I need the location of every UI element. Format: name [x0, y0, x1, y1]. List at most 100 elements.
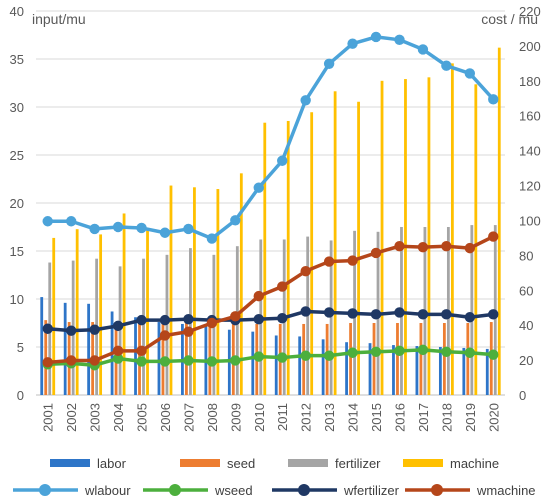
bar-labor: [485, 348, 489, 395]
point-wlabour: [183, 223, 194, 235]
point-wlabour: [441, 60, 452, 71]
right-tick-label: 120: [519, 179, 541, 194]
legend-label-wfertilizer: wfertilizer: [343, 483, 400, 498]
bar-seed: [442, 323, 446, 395]
bar-labor: [462, 347, 466, 395]
bar-machine: [52, 237, 56, 395]
legend-marker-wfertilizer: [298, 484, 310, 496]
left-tick-label: 40: [10, 4, 24, 19]
right-tick-label: 20: [519, 353, 533, 368]
bar-machine: [333, 91, 337, 396]
legend-swatch-labor: [50, 459, 90, 467]
point-wmachine: [370, 247, 382, 259]
bar-machine: [286, 120, 290, 396]
point-wmachine: [89, 355, 100, 366]
point-wlabour: [89, 223, 100, 235]
x-tick-label: 2015: [369, 403, 384, 432]
point-wseed: [417, 344, 429, 356]
point-wlabour: [206, 233, 218, 244]
legend-label-labor: labor: [97, 456, 127, 471]
bar-seed: [466, 323, 470, 395]
legend-label-wmachine: wmachine: [476, 483, 536, 498]
point-wseed: [394, 345, 405, 357]
point-wlabour: [42, 216, 53, 227]
x-tick-label: 2016: [392, 403, 407, 432]
bar-machine: [146, 229, 149, 395]
bar-labor: [345, 342, 348, 395]
right-axis-label: cost / mu: [481, 11, 538, 27]
point-wmachine: [42, 357, 53, 368]
x-tick-label: 2013: [322, 403, 337, 432]
x-tick-label: 2011: [275, 403, 290, 431]
legend-marker-wmachine: [431, 484, 443, 496]
x-tick-label: 2009: [228, 403, 243, 432]
point-wseed: [464, 347, 476, 358]
point-wseed: [183, 355, 194, 366]
bar-machine: [239, 173, 243, 395]
bar-machine: [310, 112, 314, 396]
right-tick-label: 160: [519, 109, 541, 124]
point-wfertilizer: [441, 309, 452, 320]
point-wlabour: [112, 221, 124, 233]
point-wseed: [112, 353, 124, 364]
right-tick-label: 200: [519, 39, 541, 54]
point-wseed: [230, 355, 241, 366]
bar-labor: [274, 335, 278, 395]
point-wlabour: [277, 155, 288, 166]
bar-labor: [251, 331, 255, 395]
bar-labor: [298, 336, 302, 395]
legend-label-wlabour: wlabour: [84, 483, 131, 498]
x-tick-label: 2001: [41, 403, 56, 432]
point-wmachine: [347, 255, 358, 266]
point-wmachine: [323, 256, 335, 267]
bar-labor: [415, 346, 419, 395]
point-wseed: [323, 350, 335, 361]
point-wlabour: [253, 182, 264, 193]
point-wmachine: [136, 345, 147, 357]
bar-fertilizer: [470, 225, 474, 395]
bar-machine: [193, 187, 196, 395]
bar-machine: [497, 47, 501, 396]
bar-machine: [122, 213, 126, 395]
axis-ticks: 0 5 10 15 20 25 30 35 40 0 20 40 60 80 100 120 140 160 180…: [10, 4, 541, 432]
right-tick-label: 180: [519, 74, 541, 89]
point-wlabour: [159, 227, 171, 238]
point-wlabour: [136, 222, 147, 234]
point-wlabour: [230, 215, 241, 226]
point-wfertilizer: [300, 306, 311, 317]
legend-marker-wseed: [169, 484, 181, 496]
point-wlabour: [370, 31, 382, 43]
point-wmachine: [65, 355, 77, 366]
left-tick-label: 30: [10, 100, 24, 115]
point-wlabour: [347, 38, 358, 49]
bar-machine: [404, 79, 407, 395]
right-tick-label: 40: [519, 318, 533, 333]
bar-machine: [450, 63, 454, 395]
bar-machine: [427, 77, 431, 395]
point-wfertilizer: [65, 325, 77, 336]
x-tick-label: 2003: [88, 403, 103, 432]
legend-label-seed: seed: [227, 456, 255, 471]
point-wfertilizer: [277, 313, 288, 324]
point-wmachine: [253, 290, 264, 302]
x-tick-label: 2014: [346, 403, 361, 432]
x-tick-label: 2005: [135, 403, 150, 432]
line-series: [42, 31, 499, 371]
legend-swatch-machine: [403, 459, 443, 467]
point-wfertilizer: [417, 309, 429, 320]
bar-machine: [169, 185, 173, 395]
point-wmachine: [417, 241, 429, 253]
point-wseed: [253, 351, 264, 362]
bar-labor: [368, 343, 372, 395]
legend-label-wseed: wseed: [214, 483, 253, 498]
legend-label-machine: machine: [450, 456, 499, 471]
point-wseed: [159, 356, 171, 367]
gridlines: [36, 10, 505, 396]
bar-machine: [216, 189, 220, 395]
bar-labor: [321, 339, 325, 395]
point-wmachine: [441, 241, 452, 252]
point-wseed: [300, 350, 311, 361]
point-wfertilizer: [89, 324, 100, 335]
right-tick-label: 0: [519, 388, 526, 403]
point-wmachine: [464, 242, 476, 254]
